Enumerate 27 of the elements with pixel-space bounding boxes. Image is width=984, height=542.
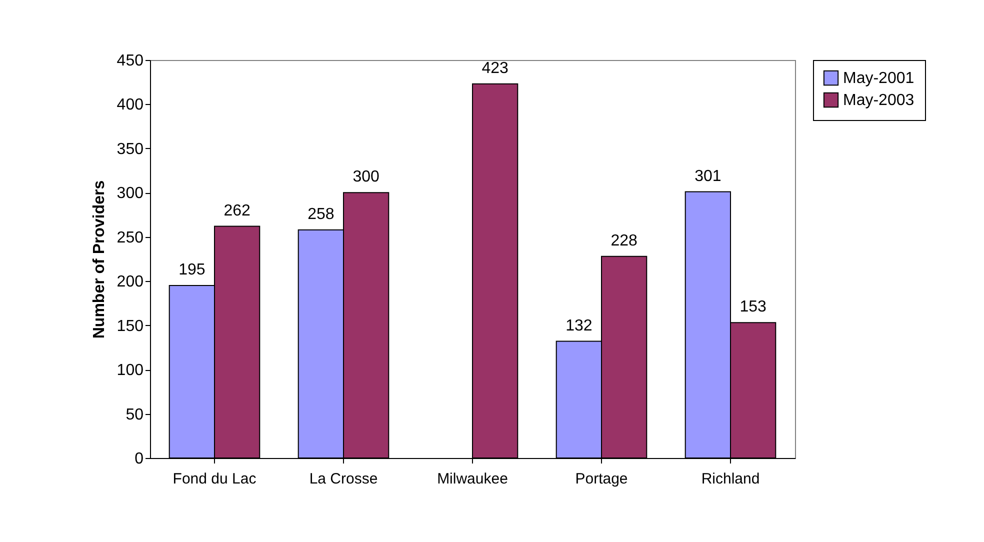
x-tick-label: Portage: [575, 470, 628, 488]
y-tick-label: 400: [116, 96, 144, 114]
data-label: 301: [694, 168, 722, 185]
y-tick-label: 50: [126, 406, 144, 424]
x-tick-label: Richland: [701, 470, 760, 488]
data-label: 132: [566, 317, 592, 334]
y-tick-label: 250: [116, 229, 144, 246]
y-tick-label: 100: [116, 362, 144, 380]
y-tick-label: 0: [134, 450, 144, 468]
data-label: 258: [308, 206, 334, 223]
y-tick-label: 350: [116, 140, 144, 158]
y-tick-label: 200: [116, 274, 144, 291]
data-label: 195: [178, 262, 206, 279]
data-label: 153: [740, 298, 767, 316]
x-tick-label: La Crosse: [309, 470, 378, 488]
y-axis-title: Number of Providers: [90, 180, 108, 339]
x-tick-label: Milwaukee: [437, 470, 508, 488]
data-label: 228: [610, 232, 638, 250]
x-tick-label: Fond du Lac: [172, 470, 257, 488]
legend-label: May-2003: [843, 92, 914, 109]
legend-label: May-2001: [843, 70, 914, 87]
y-tick-label: 150: [116, 318, 144, 335]
data-label: 300: [352, 168, 380, 186]
data-label: 423: [482, 60, 509, 77]
y-tick-label: 300: [116, 185, 144, 202]
y-tick-label: 450: [116, 52, 144, 70]
data-label: 262: [224, 202, 251, 220]
